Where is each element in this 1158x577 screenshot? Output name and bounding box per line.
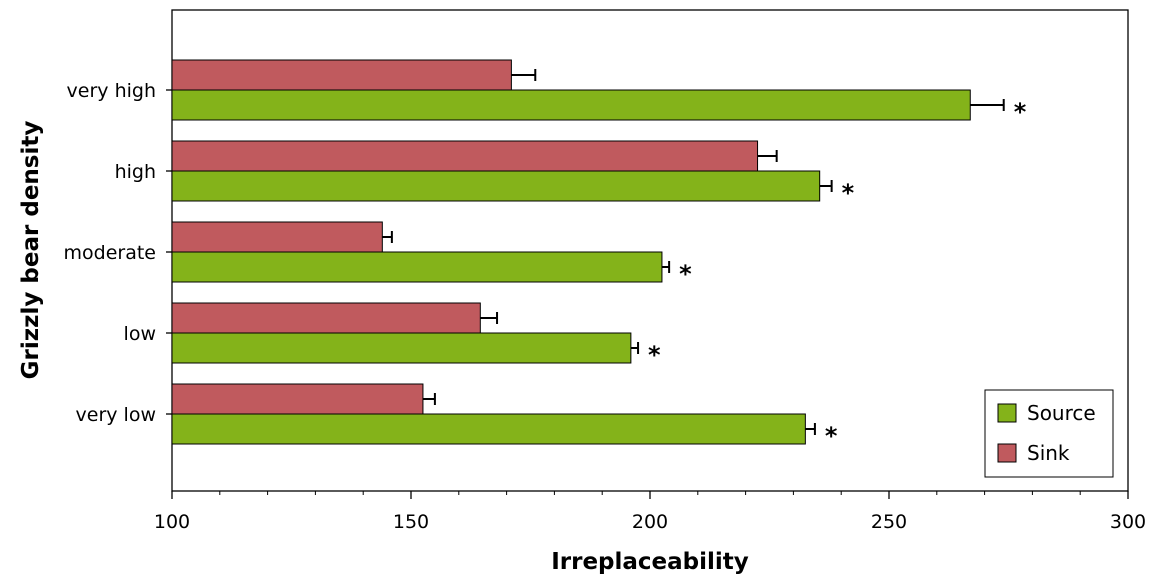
significance-marker-low: * bbox=[648, 341, 661, 369]
bar-sink-moderate bbox=[171, 221, 383, 253]
y-axis-title: Grizzly bear density bbox=[18, 121, 44, 380]
y-tick-label-high: high bbox=[115, 161, 156, 183]
bar-source-high bbox=[171, 170, 821, 202]
bar-sink-low bbox=[171, 302, 481, 334]
significance-marker-very-high: * bbox=[1014, 98, 1027, 126]
legend-label-source: Source bbox=[1027, 401, 1096, 425]
legend-swatch-sink bbox=[997, 443, 1017, 463]
y-tick-label-very-high: very high bbox=[67, 80, 156, 102]
y-tick-label-low: low bbox=[124, 323, 156, 345]
bar-source-very-low bbox=[171, 413, 806, 445]
legend-swatch-source bbox=[997, 403, 1017, 423]
x-tick-label-150: 150 bbox=[393, 511, 429, 533]
y-tick-label-very-low: very low bbox=[76, 404, 156, 426]
x-tick-label-100: 100 bbox=[154, 511, 190, 533]
significance-marker-moderate: * bbox=[679, 260, 692, 288]
x-tick-label-300: 300 bbox=[1110, 511, 1146, 533]
legend: Source Sink bbox=[984, 389, 1114, 478]
bar-sink-high bbox=[171, 140, 759, 172]
bar-source-low bbox=[171, 332, 632, 364]
x-tick-label-250: 250 bbox=[871, 511, 907, 533]
significance-marker-high: * bbox=[842, 179, 855, 207]
significance-marker-very-low: * bbox=[825, 422, 838, 450]
x-axis-title: Irreplaceability bbox=[551, 549, 749, 575]
y-tick-label-moderate: moderate bbox=[64, 242, 156, 264]
legend-label-sink: Sink bbox=[1027, 441, 1070, 465]
bar-sink-very-low bbox=[171, 383, 424, 415]
y-axis: very high high moderate low very low bbox=[64, 80, 172, 426]
x-axis: 100 150 200 250 300 bbox=[154, 491, 1146, 533]
bar-source-very-high bbox=[171, 89, 971, 121]
x-tick-label-200: 200 bbox=[632, 511, 668, 533]
bar-sink-very-high bbox=[171, 59, 512, 91]
bars-group: * * * * * bbox=[171, 59, 1027, 450]
bar-source-moderate bbox=[171, 251, 663, 283]
